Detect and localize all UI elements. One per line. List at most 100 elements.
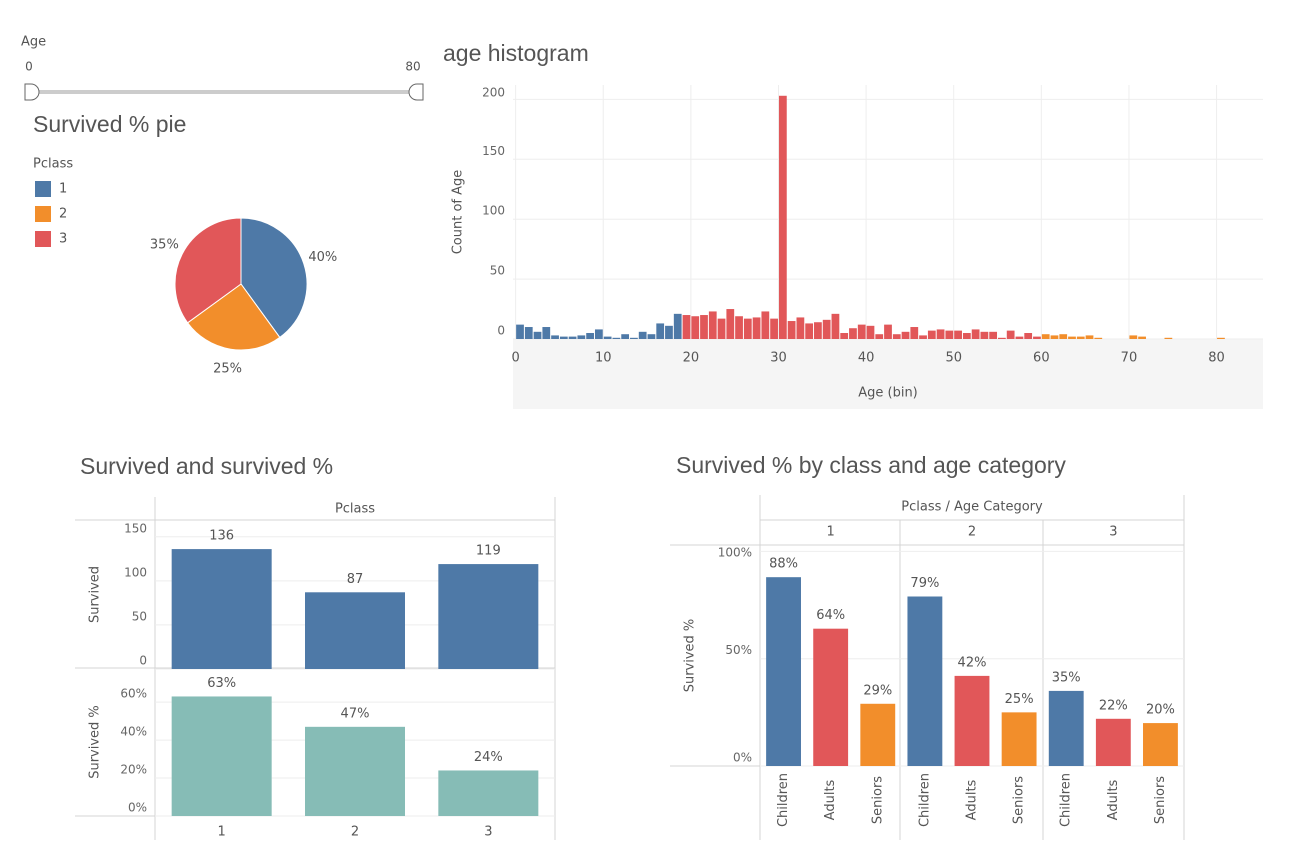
data-label: 20% [1146, 703, 1175, 718]
x-tick-label: 2 [351, 825, 359, 840]
x-tick-label: 0 [511, 351, 519, 366]
x-tick-label: 70 [1121, 351, 1138, 366]
bar [171, 696, 272, 816]
histogram-bar [875, 334, 884, 339]
pie-slice [186, 283, 281, 351]
histogram-bar [814, 322, 822, 339]
bar [1001, 712, 1037, 766]
data-label: 64% [816, 608, 845, 623]
histogram-bar [1164, 337, 1173, 339]
column-header: Pclass [335, 502, 375, 517]
legend-label: 2 [59, 207, 67, 222]
sub-category-label: Seniors [1012, 776, 1027, 824]
histogram-bar [901, 331, 910, 339]
pie-slice [240, 217, 308, 339]
histogram-bar [1059, 334, 1068, 339]
histogram-bar [1024, 333, 1033, 339]
histogram-bar [656, 323, 665, 339]
histogram-bar [910, 327, 919, 339]
sub-category-label: Children [917, 773, 932, 827]
bar [860, 703, 896, 766]
histogram-bar [954, 330, 962, 339]
bar [1095, 718, 1131, 766]
bar [438, 564, 539, 669]
histogram-bar [980, 331, 989, 339]
data-label: 25% [213, 361, 242, 376]
legend-swatch [35, 206, 51, 222]
histogram-bar [778, 95, 787, 339]
histogram-bar [866, 325, 875, 339]
y-tick-label: 100 [124, 565, 147, 579]
bar [813, 628, 849, 766]
histogram-bar [805, 323, 814, 339]
data-label: 79% [910, 576, 939, 591]
histogram-bar [516, 324, 524, 339]
data-label: 42% [958, 655, 987, 670]
data-label: 47% [341, 706, 370, 721]
histogram-bar [770, 318, 778, 339]
y-tick-label: 50 [132, 609, 147, 623]
group-label: 3 [1109, 525, 1117, 540]
y-axis-label: Count of Age [451, 170, 466, 255]
data-label: 136 [209, 529, 234, 544]
histogram-bar [717, 318, 726, 339]
histogram-bar [1050, 335, 1059, 339]
histogram-bar [533, 331, 542, 339]
histogram-bar [621, 334, 630, 339]
histogram-bar [673, 313, 682, 339]
y-tick-label: 100% [718, 546, 752, 560]
histogram-bar [962, 333, 971, 339]
histogram-bar [1015, 336, 1024, 339]
bar [305, 726, 405, 816]
histogram-bar [989, 331, 998, 339]
histogram-bar [936, 329, 945, 339]
group-label: 2 [968, 525, 976, 540]
y-tick-label: 50% [725, 643, 752, 657]
histogram-bar [726, 309, 735, 339]
axis-background [513, 339, 1263, 409]
histogram-bar [822, 319, 831, 339]
x-tick-label: 10 [595, 351, 612, 366]
histogram-bar [1085, 335, 1094, 339]
bar [766, 577, 801, 766]
y-axis-label: Survived [88, 566, 103, 623]
histogram-bar [524, 327, 533, 339]
data-label: 25% [1005, 692, 1034, 707]
sub-category-label: Seniors [1153, 776, 1168, 824]
legend-swatch [35, 181, 51, 197]
bar [305, 592, 405, 669]
slider-handle[interactable] [24, 83, 40, 101]
histogram-bar [796, 317, 805, 339]
group-label: 1 [827, 525, 835, 540]
histogram-bar [849, 328, 857, 339]
y-tick-label: 60% [120, 687, 147, 701]
legend-swatch [35, 231, 51, 247]
column-header: Pclass / Age Category [901, 500, 1043, 515]
y-tick-label: 150 [124, 521, 147, 535]
data-label: 24% [474, 750, 503, 765]
y-tick-label: 20% [120, 763, 147, 777]
data-label: 87 [347, 572, 364, 587]
histogram-bar [752, 317, 761, 339]
histogram-bar [840, 333, 849, 339]
legend-label: 1 [59, 182, 67, 197]
sub-category-label: Children [1059, 773, 1074, 827]
histogram-bar [700, 315, 708, 339]
chart-title: Survived % pie [33, 111, 186, 137]
x-tick-label: 80 [1208, 351, 1225, 366]
slider-handle[interactable] [408, 83, 424, 101]
y-tick-label: 0 [139, 654, 147, 668]
histogram-bar [708, 311, 717, 339]
data-label: 35% [1052, 670, 1081, 685]
x-axis-label: Age (bin) [858, 386, 918, 401]
data-label: 35% [150, 237, 179, 252]
histogram-bar [743, 318, 752, 339]
histogram-bar [1076, 336, 1085, 339]
histogram-bar [787, 321, 796, 339]
filter-min: 0 [25, 60, 33, 74]
chart-title: Survived % by class and age category [676, 452, 1066, 478]
y-tick-label: 0% [128, 801, 147, 815]
y-tick-label: 150 [482, 144, 505, 158]
sub-category-label: Children [776, 773, 791, 827]
